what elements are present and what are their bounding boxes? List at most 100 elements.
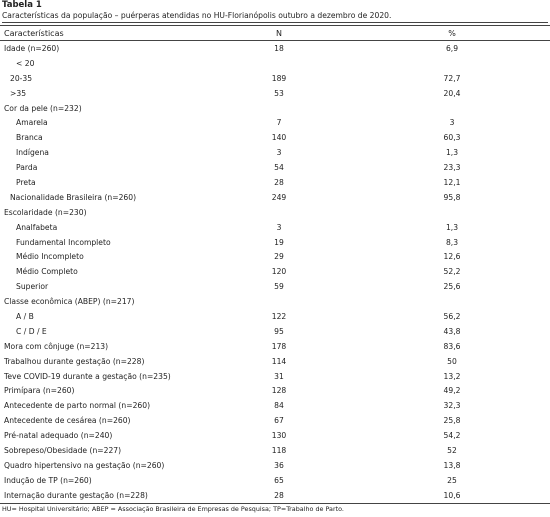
table-row: Médio Completo 120 52,2	[0, 264, 550, 279]
table-cell: 128	[271, 386, 287, 396]
table-cell: 13,8	[443, 460, 461, 470]
table-row: Classe econômica (ABEP) (n=217)	[0, 294, 550, 309]
table-cell: 95,8	[443, 192, 461, 202]
table-cell: 28	[274, 177, 284, 187]
table-cell: < 20	[16, 58, 35, 68]
table-row: Fundamental Incompleto 19 8,3	[0, 235, 550, 250]
table-cell: 178	[271, 341, 287, 351]
table-cell: 29	[274, 252, 284, 262]
table-cell	[354, 56, 550, 71]
header-cell: %	[354, 25, 550, 41]
table-row: Amarela 7 3	[0, 115, 550, 130]
table-cell: Antecedente de cesárea (n=260)	[4, 416, 131, 426]
table-cell: 10,6	[354, 487, 550, 504]
table-row: Antecedente de cesárea (n=260) 67 25,8	[0, 413, 550, 428]
table-row: Antecedente de parto normal (n=260) 84 32,…	[0, 398, 550, 413]
table-cell: >35	[10, 88, 27, 98]
table-cell: 36	[274, 460, 284, 470]
table-row: Cor da pele (n=232)	[0, 101, 550, 116]
table-cell	[354, 294, 550, 309]
table-cell: 12,1	[443, 177, 461, 187]
table-cell: Indução de TP (n=260)	[4, 475, 92, 485]
table-row: Branca 140 60,3	[0, 130, 550, 145]
table-cell: 52	[447, 445, 457, 455]
table-cell	[354, 205, 550, 220]
table-cell: Cor da pele (n=232)	[4, 103, 82, 113]
table-cell: 3	[449, 118, 455, 128]
table-cell: A / B	[16, 311, 34, 321]
table-cell: 59	[274, 282, 284, 292]
table-row: Escolaridade (n=230)	[0, 205, 550, 220]
table-cell: Analfabeta	[16, 222, 58, 232]
table-cell: 72,7	[443, 73, 461, 83]
table-cell	[354, 101, 550, 116]
table-row: Indução de TP (n=260) 65 25	[0, 473, 550, 488]
table-cell: 28	[204, 487, 354, 504]
table-cell: 52,2	[443, 267, 461, 277]
table-row: Teve COVID-19 durante a gestação (n=235)…	[0, 369, 550, 384]
table-cell: Superior	[16, 282, 49, 292]
table-row: Trabalhou durante gestação (n=228) 114 50	[0, 354, 550, 369]
table-cell: 31	[274, 371, 284, 381]
table-cell	[204, 294, 354, 309]
table-cell: 25,6	[443, 282, 461, 292]
table-row: Quadro hipertensivo na gestação (n=260) 3…	[0, 458, 550, 473]
table-cell: 60,3	[443, 133, 461, 143]
table-row: 20-35 189 72,7	[0, 71, 550, 86]
table-cell	[204, 205, 354, 220]
table-cell: 19	[274, 237, 284, 247]
table-cell: 130	[271, 431, 287, 441]
table-cell: 12,6	[443, 252, 461, 262]
table-cell: 25	[447, 475, 457, 485]
table-cell: 13,2	[443, 371, 461, 381]
table-cell: 120	[271, 267, 287, 277]
table-cell: 43,8	[443, 326, 461, 336]
table-cell: 54	[274, 163, 284, 173]
table-cell: 67	[274, 416, 284, 426]
table-cell: Pré-natal adequado (n=240)	[4, 431, 113, 441]
table-cell: 140	[271, 133, 287, 143]
table-cell: Médio Incompleto	[16, 252, 84, 262]
table-cell: Indígena	[16, 148, 49, 158]
table-row: Parda 54 23,3	[0, 160, 550, 175]
table-cell: 6,9	[445, 43, 459, 53]
header-cell: Características	[0, 25, 204, 41]
header-row: Características N %	[0, 25, 550, 41]
table-cell: 18	[274, 43, 284, 53]
table-row: Sobrepeso/Obesidade (n=227) 118 52	[0, 443, 550, 458]
table-row: Pré-natal adequado (n=240) 130 54,2	[0, 428, 550, 443]
table-row: Nacionalidade Brasileira (n=260) 249 95,8	[0, 190, 550, 205]
table-row: >35 53 20,4	[0, 86, 550, 101]
table-cell: C / D / E	[16, 326, 47, 336]
table-cell: Trabalhou durante gestação (n=228)	[4, 356, 145, 366]
table-row: Médio Incompleto 29 12,6	[0, 249, 550, 264]
table-cell: Mora com cônjuge (n=213)	[4, 341, 109, 351]
table-cell: Teve COVID-19 durante a gestação (n=235)	[4, 371, 171, 381]
table-cell: 1,3	[445, 148, 459, 158]
table-row: Indígena 3 1,3	[0, 145, 550, 160]
table-cell: 32,3	[443, 401, 461, 411]
table: Características N % Idade (n=260) 18 6,9 < …	[0, 25, 550, 504]
table-cell: 118	[271, 445, 287, 455]
footnote: HU= Hospital Universitário; ABEP = Assoc…	[2, 505, 344, 513]
table-cell: Parda	[16, 163, 38, 173]
table-cell: 20-35	[10, 73, 33, 83]
table-cell: Antecedente de parto normal (n=260)	[4, 401, 151, 411]
table-cell: 49,2	[443, 386, 461, 396]
table-cell: 122	[271, 311, 287, 321]
table-cell: 56,2	[443, 311, 461, 321]
table-cell: Fundamental Incompleto	[16, 237, 111, 247]
table-cell: 20,4	[443, 88, 461, 98]
table-cell: Primípara (n=260)	[4, 386, 75, 396]
table-cell: Quadro hipertensivo na gestação (n=260)	[4, 460, 165, 470]
table-row: Preta 28 12,1	[0, 175, 550, 190]
table-row: Analfabeta 3 1,3	[0, 220, 550, 235]
table-caption: Características da população – puérperas…	[2, 11, 548, 23]
table-row: A / B 122 56,2	[0, 309, 550, 324]
table-cell: 7	[276, 118, 282, 128]
table-cell: 54,2	[443, 431, 461, 441]
table-cell: 1,3	[445, 222, 459, 232]
table-cell: 25,8	[443, 416, 461, 426]
table-cell: 50	[447, 356, 457, 366]
